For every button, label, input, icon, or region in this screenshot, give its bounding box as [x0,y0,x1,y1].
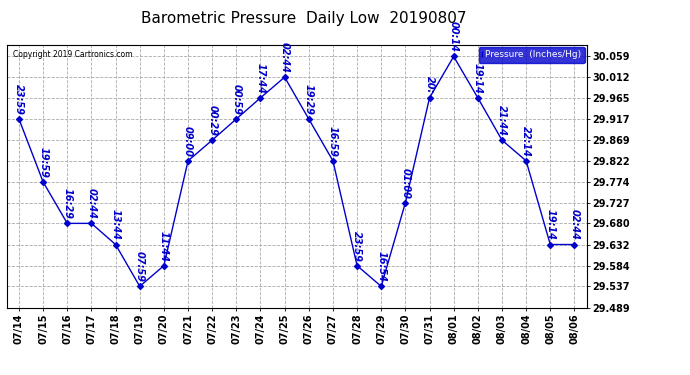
Text: 02:44: 02:44 [569,210,580,240]
Text: 07:59: 07:59 [135,251,145,282]
Text: 19:14: 19:14 [545,210,555,240]
Legend: Pressure  (Inches/Hg): Pressure (Inches/Hg) [479,47,584,63]
Text: 19:59: 19:59 [38,147,48,178]
Text: 20:: 20: [424,76,435,94]
Text: 01:00: 01:00 [400,168,411,198]
Text: 02:44: 02:44 [279,42,290,73]
Text: 11:44: 11:44 [159,231,169,261]
Text: 02:44: 02:44 [86,188,97,219]
Text: 16:59: 16:59 [328,126,338,157]
Text: 00:14: 00:14 [448,21,459,52]
Text: 23:59: 23:59 [352,231,362,261]
Text: 23:59: 23:59 [14,84,24,115]
Text: 00:29: 00:29 [207,105,217,136]
Text: 13:44: 13:44 [110,210,121,240]
Text: 09:00: 09:00 [183,126,193,157]
Text: 00:59: 00:59 [231,84,241,115]
Text: 16:29: 16:29 [62,188,72,219]
Text: 17:44: 17:44 [255,63,266,94]
Text: 19:29: 19:29 [304,84,314,115]
Text: Copyright 2019 Cartronics.com: Copyright 2019 Cartronics.com [12,50,132,59]
Text: 21:44: 21:44 [497,105,507,136]
Text: 22:14: 22:14 [521,126,531,157]
Text: 19:14: 19:14 [473,63,483,94]
Text: Barometric Pressure  Daily Low  20190807: Barometric Pressure Daily Low 20190807 [141,11,466,26]
Text: 16:54: 16:54 [376,251,386,282]
